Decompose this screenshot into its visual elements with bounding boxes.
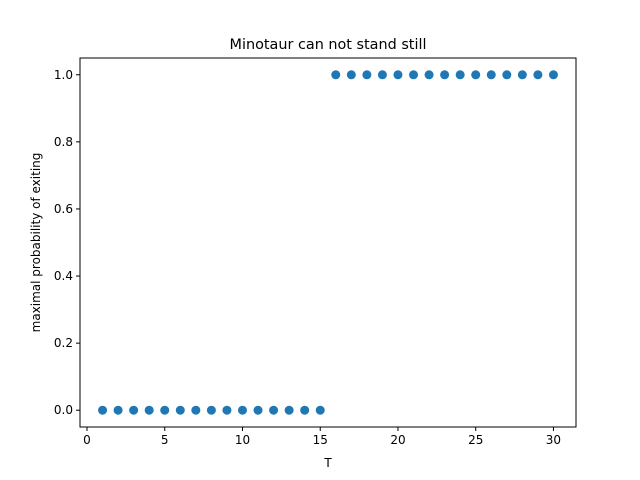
data-point [315, 405, 325, 415]
plot-area-frame [79, 57, 577, 428]
data-point [222, 405, 232, 415]
data-point [377, 70, 387, 80]
data-point [98, 405, 108, 415]
x-axis-title: T [323, 456, 332, 470]
data-point [440, 70, 450, 80]
data-point [362, 70, 372, 80]
data-point [486, 70, 496, 80]
x-tick-label: 10 [235, 433, 250, 447]
x-axis-ticks: 0 5 10 15 20 25 30 [83, 427, 561, 447]
data-point [284, 405, 294, 415]
y-tick-label: 0.8 [54, 135, 73, 149]
y-tick-label: 0.2 [54, 336, 73, 350]
x-tick-label: 15 [313, 433, 328, 447]
x-tick-label: 0 [83, 433, 91, 447]
data-point [424, 70, 434, 80]
data-point [269, 405, 279, 415]
x-tick-label: 25 [468, 433, 483, 447]
data-point [160, 405, 170, 415]
data-point [409, 70, 419, 80]
data-point [113, 405, 123, 415]
y-axis-title: maximal probability of exiting [29, 153, 43, 333]
y-axis-ticks: 0.0 0.2 0.4 0.6 0.8 1.0 [54, 68, 80, 417]
data-point [455, 70, 465, 80]
data-point [502, 70, 512, 80]
chart-title: Minotaur can not stand still [230, 37, 427, 53]
data-point [331, 70, 341, 80]
data-point [548, 70, 558, 80]
data-point [393, 70, 403, 80]
data-point [144, 405, 154, 415]
data-points [98, 70, 558, 415]
data-point [253, 405, 263, 415]
data-point [300, 405, 310, 415]
data-point [206, 405, 216, 415]
y-tick-label: 0.4 [54, 269, 73, 283]
data-point [129, 405, 139, 415]
x-tick-label: 30 [546, 433, 561, 447]
data-point [517, 70, 527, 80]
data-point [533, 70, 543, 80]
y-tick-label: 0.0 [54, 403, 73, 417]
data-point [346, 70, 356, 80]
data-point [471, 70, 481, 80]
y-tick-label: 0.6 [54, 202, 73, 216]
data-point [191, 405, 201, 415]
x-tick-label: 5 [161, 433, 169, 447]
y-tick-label: 1.0 [54, 68, 73, 82]
data-point [237, 405, 247, 415]
x-tick-label: 20 [390, 433, 405, 447]
data-point [175, 405, 185, 415]
